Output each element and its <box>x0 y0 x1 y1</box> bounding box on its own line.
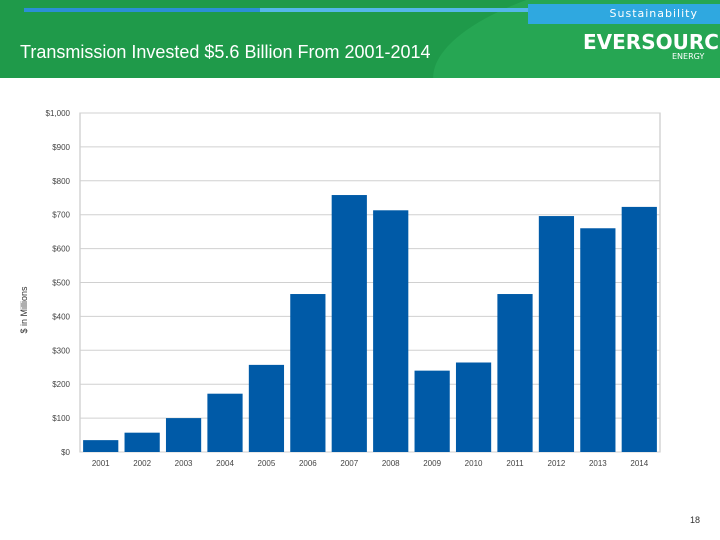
company-logo-sub: ENERGY <box>672 52 705 61</box>
tag-bar <box>528 4 720 24</box>
x-tick-label: 2011 <box>506 459 524 468</box>
x-tick-label: 2008 <box>382 459 400 468</box>
bar-2008 <box>373 210 409 452</box>
x-tick-label: 2004 <box>216 459 234 468</box>
bar-2005 <box>248 364 285 452</box>
y-tick-label: $500 <box>52 279 70 288</box>
x-tick-label: 2003 <box>175 459 193 468</box>
x-tick-label: 2010 <box>465 459 483 468</box>
company-logo: EVERSOURCE <box>583 30 720 54</box>
bar-2004 <box>207 393 243 452</box>
y-tick-label: $100 <box>52 414 70 423</box>
bar-2001 <box>83 440 119 452</box>
slide-title: Transmission Invested $5.6 Billion From … <box>20 42 431 62</box>
x-tick-label: 2002 <box>133 459 151 468</box>
y-tick-label: $700 <box>52 211 70 220</box>
bars <box>83 195 657 452</box>
y-tick-label: $800 <box>52 177 70 186</box>
bar-2007 <box>331 195 367 452</box>
bar-2013 <box>580 228 616 452</box>
x-tick-label: 2009 <box>423 459 441 468</box>
x-tick-labels: 2001 2002 2003 2004 2005 2006 2007 2008 2009 2010… <box>92 459 649 468</box>
y-tick-label: $1,000 <box>46 109 71 118</box>
y-tick-label: $600 <box>52 245 70 254</box>
bar-2011 <box>497 294 533 452</box>
y-tick-label: $400 <box>52 312 70 321</box>
y-tick-label: $200 <box>52 380 70 389</box>
bar-2003 <box>165 418 202 452</box>
x-tick-label: 2007 <box>340 459 358 468</box>
bar-2014 <box>621 206 657 452</box>
y-tick-labels: $0 $100 $200 $300 $400 $500 $600 $700 $800 $900 $1… <box>46 109 71 457</box>
y-tick-label: $300 <box>52 346 70 355</box>
x-tick-label: 2005 <box>258 459 276 468</box>
section-tag: Sustainability <box>609 7 698 20</box>
x-tick-label: 2006 <box>299 459 317 468</box>
y-tick-label: $900 <box>52 143 70 152</box>
header-accent-line-light <box>260 8 530 12</box>
bar-2006 <box>290 294 326 452</box>
bar-2009 <box>414 370 450 452</box>
page-number: 18 <box>690 515 701 525</box>
y-tick-label: $0 <box>61 448 70 457</box>
x-tick-label: 2001 <box>92 459 110 468</box>
x-tick-label: 2013 <box>589 459 607 468</box>
bar-2010 <box>455 362 492 452</box>
bar-2002 <box>124 432 160 452</box>
x-tick-label: 2012 <box>548 459 566 468</box>
bar-2012 <box>538 216 575 452</box>
x-tick-label: 2014 <box>630 459 648 468</box>
